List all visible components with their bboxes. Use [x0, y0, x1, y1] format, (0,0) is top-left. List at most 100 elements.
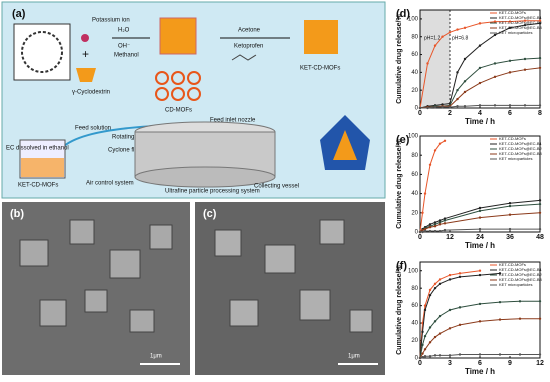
point	[428, 223, 432, 226]
series-line	[419, 270, 481, 359]
point	[448, 354, 452, 357]
panel-c: (c) 1μm	[195, 202, 385, 375]
legend-label: KET-CD-MOFs	[499, 262, 526, 267]
point	[433, 335, 437, 339]
point	[523, 68, 527, 71]
point	[433, 225, 437, 228]
point	[538, 211, 542, 214]
point	[478, 44, 482, 47]
point	[423, 192, 427, 195]
point	[443, 219, 447, 222]
point	[421, 355, 424, 359]
x-tick-label: 48	[536, 234, 544, 241]
y-tick-label: 80	[411, 153, 418, 159]
point	[423, 304, 427, 307]
y-tick-label: 100	[408, 134, 419, 140]
x-axis-label: Time / h	[465, 241, 495, 250]
x-axis-label: Time / h	[465, 117, 495, 126]
legend-label: KET-CD-MOFs	[499, 10, 526, 15]
shaded-region	[420, 10, 450, 108]
point	[418, 230, 422, 234]
point	[438, 314, 442, 318]
ketoprofen-structure	[231, 54, 257, 61]
point	[538, 66, 542, 70]
point	[456, 88, 459, 92]
legend-label: KET-CD-MOFs@EC-B3	[499, 277, 543, 282]
legend-label: KET-CD-MOFs@EC-B2	[499, 20, 543, 25]
x-tick-label: 6	[478, 360, 482, 367]
series-line	[419, 318, 540, 359]
point	[433, 354, 437, 357]
legend-label: KET-CD-MOFs@EC-B2	[499, 146, 543, 151]
series-line	[419, 22, 541, 109]
point	[463, 105, 467, 108]
molecule-box	[13, 23, 71, 81]
point	[478, 66, 482, 70]
point	[448, 31, 452, 34]
x-tick-label: 24	[476, 234, 484, 241]
point	[458, 353, 462, 356]
cone	[76, 68, 96, 82]
point	[421, 211, 424, 214]
legend-label: KET-CD-MOFs@EC-B1	[499, 141, 543, 146]
point	[456, 28, 459, 31]
panel-label: (e)	[396, 134, 410, 146]
panel-label: (d)	[396, 8, 410, 20]
x-tick-label: 4	[478, 110, 482, 117]
point	[441, 105, 444, 109]
point	[428, 229, 432, 233]
label: Acetone	[238, 28, 261, 34]
point	[508, 26, 512, 30]
point	[463, 90, 467, 94]
point	[448, 105, 452, 109]
point	[423, 229, 427, 233]
point	[428, 341, 432, 344]
point	[448, 327, 452, 330]
point	[438, 229, 442, 233]
cube	[304, 20, 338, 54]
legend-label: KET-CD-MOFs@EC-B3	[499, 151, 543, 156]
point	[493, 62, 497, 65]
y-tick-label: 100	[408, 16, 419, 22]
point	[421, 330, 424, 334]
y-tick-label: 20	[411, 338, 418, 344]
panel-label: (b)	[10, 208, 24, 220]
panel-label: (c)	[203, 208, 217, 220]
point	[493, 104, 497, 107]
point	[441, 35, 444, 38]
x-tick-label: 2	[448, 110, 452, 117]
point	[418, 356, 422, 360]
point	[498, 318, 502, 321]
point	[538, 300, 542, 303]
chart: 0 20 40 60 80 100 0 3 6 9 12 Time / h Cumulative dru…	[396, 260, 544, 376]
annotation: pH=6.8	[452, 35, 468, 41]
point	[538, 199, 542, 202]
label: KET-CD-MOFs	[18, 183, 58, 189]
point	[538, 317, 542, 320]
point	[423, 227, 427, 231]
y-tick-label: 40	[411, 321, 418, 327]
y-tick-label: 60	[411, 303, 418, 309]
point	[443, 222, 447, 225]
point	[448, 278, 452, 281]
point	[443, 217, 447, 220]
plus: +	[82, 47, 89, 61]
point	[433, 105, 437, 109]
point	[433, 221, 437, 224]
series-line	[419, 300, 540, 359]
point	[518, 353, 522, 356]
legend-label: KET-CD-MOFs@EC-B3	[499, 25, 543, 30]
point	[508, 71, 512, 74]
point	[458, 272, 462, 275]
label: Feed solution	[75, 126, 111, 132]
point	[523, 19, 527, 22]
point	[423, 348, 427, 351]
x-tick-label: 12	[446, 234, 454, 241]
point	[433, 44, 437, 47]
point	[438, 354, 442, 357]
x-tick-label: 12	[536, 360, 544, 367]
point	[538, 104, 542, 107]
y-tick-label: 0	[415, 356, 419, 362]
point	[428, 293, 432, 297]
point	[478, 227, 482, 231]
